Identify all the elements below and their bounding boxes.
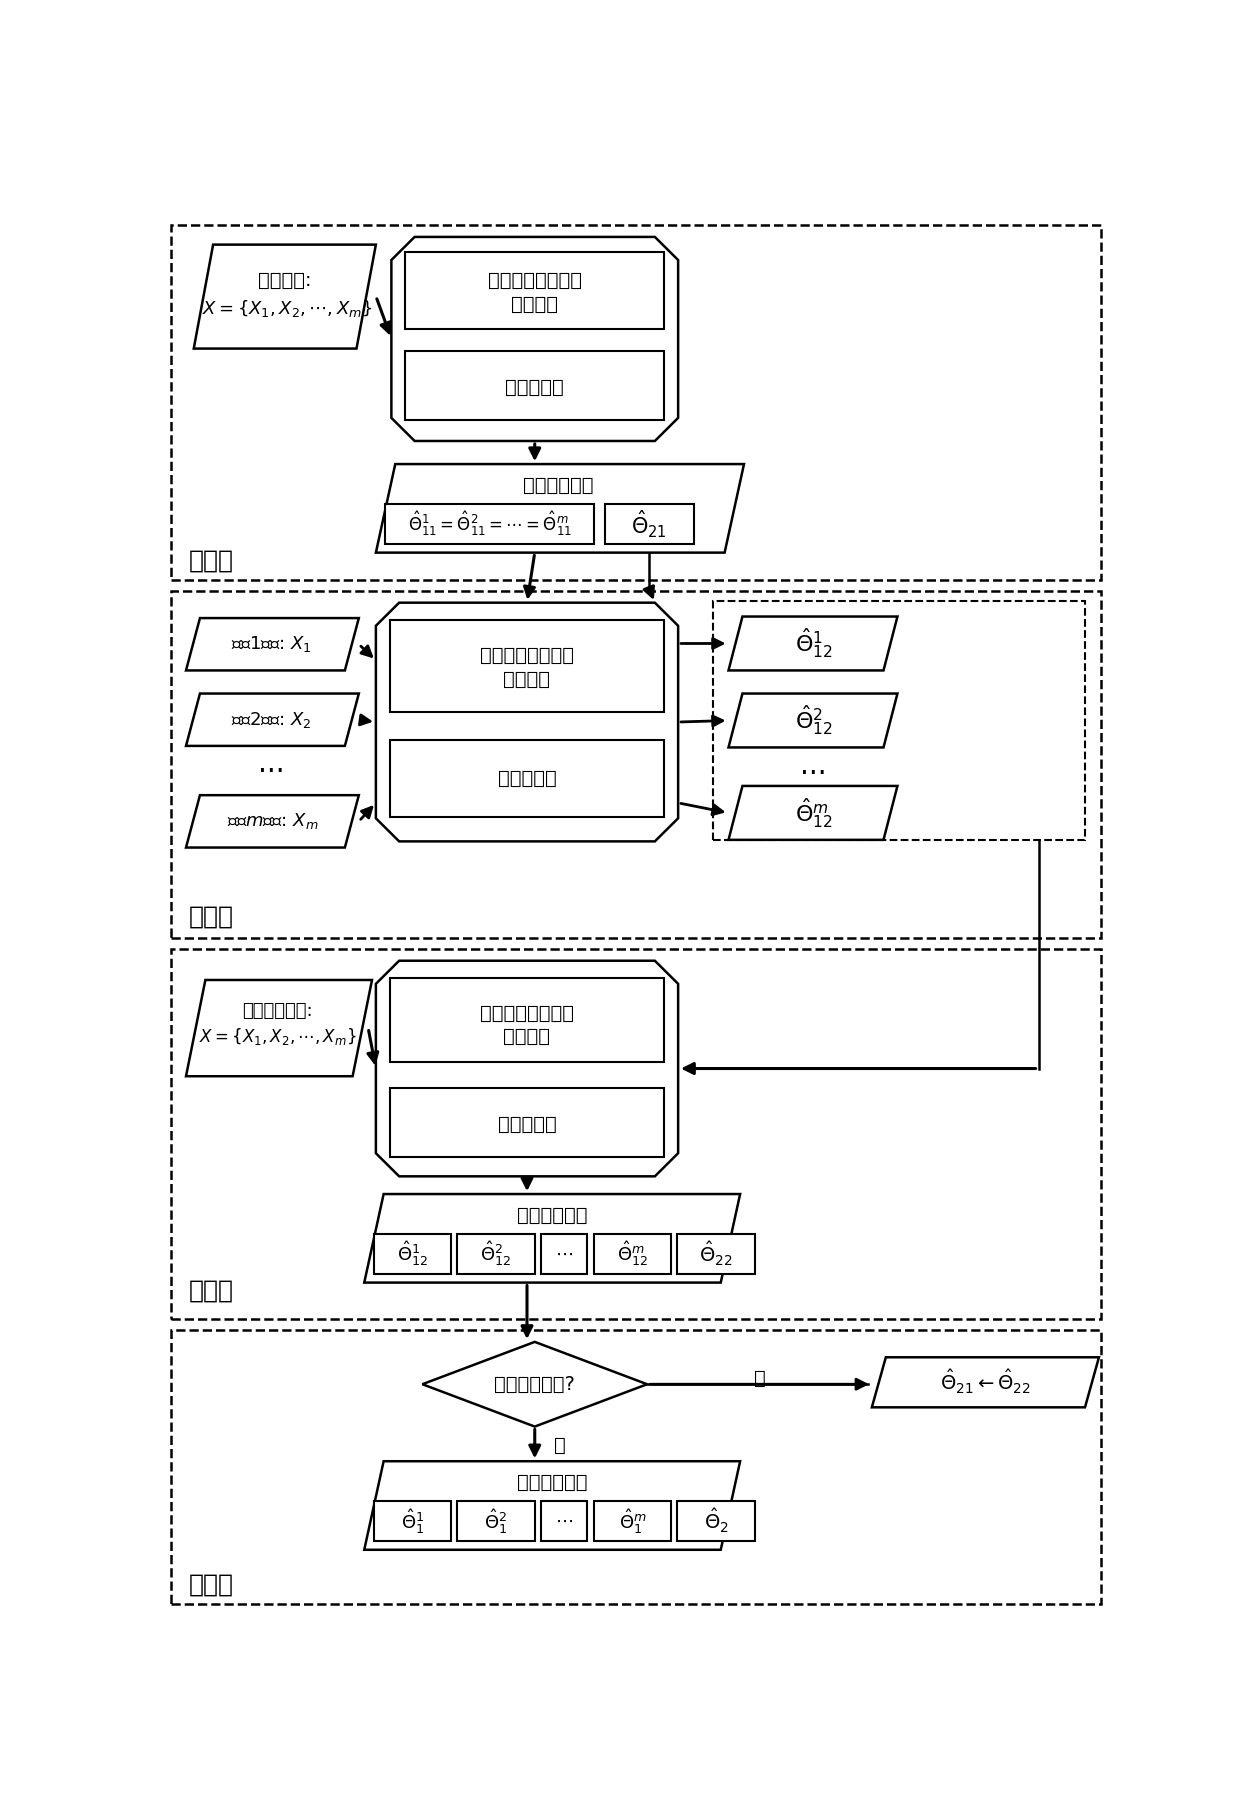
Text: 机电产品输出特性: 机电产品输出特性 xyxy=(480,646,574,664)
Text: 退化模型: 退化模型 xyxy=(503,1027,551,1045)
Polygon shape xyxy=(193,245,376,348)
Text: 试验数据:: 试验数据: xyxy=(258,272,312,290)
Text: 步骤四: 步骤四 xyxy=(188,548,233,573)
Text: 粒子群算法: 粒子群算法 xyxy=(497,1114,557,1134)
Polygon shape xyxy=(186,980,372,1076)
Polygon shape xyxy=(872,1357,1099,1408)
Text: 步骤五: 步骤五 xyxy=(188,905,233,929)
Polygon shape xyxy=(365,1462,740,1549)
Text: 是否满足要求?: 是否满足要求? xyxy=(495,1375,575,1393)
Text: $\hat{\Theta}_{11}^{1}=\hat{\Theta}_{11}^{2}=\cdots=\hat{\Theta}_{11}^{m}$: $\hat{\Theta}_{11}^{1}=\hat{\Theta}_{11}… xyxy=(408,510,572,539)
Text: 全部样本数据:: 全部样本数据: xyxy=(242,1001,312,1019)
Text: $\hat{\Theta}_{12}^{2}$: $\hat{\Theta}_{12}^{2}$ xyxy=(480,1239,512,1268)
Text: $\hat{\Theta}_{12}^{m}$: $\hat{\Theta}_{12}^{m}$ xyxy=(616,1239,649,1268)
Text: $\cdots$: $\cdots$ xyxy=(556,1513,573,1531)
Text: 参数估计结果: 参数估计结果 xyxy=(517,1473,587,1493)
Text: $\hat{\Theta}_{2}$: $\hat{\Theta}_{2}$ xyxy=(704,1507,728,1535)
Text: 样本1数据: $X_1$: 样本1数据: $X_1$ xyxy=(231,635,311,655)
Bar xyxy=(171,591,1101,938)
Text: 退化模型: 退化模型 xyxy=(503,669,551,689)
Bar xyxy=(594,1234,671,1273)
Text: 步骤六: 步骤六 xyxy=(188,1279,233,1302)
Bar xyxy=(677,1234,755,1273)
Bar xyxy=(171,225,1101,580)
Text: 参数估计结果: 参数估计结果 xyxy=(523,475,593,495)
Text: $\cdots$: $\cdots$ xyxy=(556,1244,573,1263)
Polygon shape xyxy=(376,602,678,842)
Text: $\hat{\Theta}_{12}^{m}$: $\hat{\Theta}_{12}^{m}$ xyxy=(795,796,833,829)
Bar xyxy=(389,740,665,816)
Bar xyxy=(541,1502,588,1542)
Text: ···: ··· xyxy=(258,758,284,785)
Polygon shape xyxy=(376,961,678,1175)
Polygon shape xyxy=(186,619,358,671)
Text: 步骤七: 步骤七 xyxy=(188,1573,233,1596)
Bar xyxy=(677,1502,755,1542)
Polygon shape xyxy=(365,1194,740,1282)
Bar xyxy=(405,252,665,330)
Bar xyxy=(541,1234,588,1273)
Text: $X=\{X_1,X_2,\cdots,X_m\}$: $X=\{X_1,X_2,\cdots,X_m\}$ xyxy=(198,1025,356,1047)
Polygon shape xyxy=(376,464,744,553)
Text: 最小二乘法: 最小二乘法 xyxy=(497,769,557,787)
Bar xyxy=(373,1234,451,1273)
Text: $X=\{X_1,X_2,\cdots,X_m\}$: $X=\{X_1,X_2,\cdots,X_m\}$ xyxy=(202,297,372,319)
Bar xyxy=(389,978,665,1063)
Text: ···: ··· xyxy=(801,760,827,789)
Bar xyxy=(405,350,665,421)
Bar xyxy=(605,504,693,544)
Text: $\hat{\Theta}_{1}^{1}$: $\hat{\Theta}_{1}^{1}$ xyxy=(401,1507,424,1536)
Text: 否: 否 xyxy=(754,1368,765,1388)
Text: $\hat{\Theta}_{1}^{2}$: $\hat{\Theta}_{1}^{2}$ xyxy=(485,1507,507,1536)
Polygon shape xyxy=(729,693,898,747)
Polygon shape xyxy=(423,1342,647,1426)
Text: $\hat{\Theta}_{12}^{1}$: $\hat{\Theta}_{12}^{1}$ xyxy=(397,1239,428,1268)
Bar xyxy=(171,949,1101,1319)
Bar xyxy=(171,1330,1101,1604)
Bar xyxy=(458,1234,534,1273)
Bar xyxy=(389,1088,665,1157)
Text: $\hat{\Theta}_{12}^{2}$: $\hat{\Theta}_{12}^{2}$ xyxy=(795,704,833,736)
Polygon shape xyxy=(729,617,898,671)
Text: 样本2数据: $X_2$: 样本2数据: $X_2$ xyxy=(231,709,311,729)
Text: 粒子群算法: 粒子群算法 xyxy=(506,379,564,397)
Text: 机电产品输出特性: 机电产品输出特性 xyxy=(487,272,582,290)
Polygon shape xyxy=(729,785,898,840)
Text: 是: 是 xyxy=(554,1437,565,1455)
Bar xyxy=(373,1502,451,1542)
Text: $\hat{\Theta}_{21}\leftarrow\hat{\Theta}_{22}$: $\hat{\Theta}_{21}\leftarrow\hat{\Theta}… xyxy=(940,1368,1032,1397)
Bar xyxy=(386,504,594,544)
Text: 参数估计结果: 参数估计结果 xyxy=(517,1206,587,1224)
Text: $\hat{\Theta}_{12}^{1}$: $\hat{\Theta}_{12}^{1}$ xyxy=(795,626,833,660)
Bar xyxy=(713,600,1085,840)
Polygon shape xyxy=(186,795,358,847)
Text: 样本$m$数据: $X_m$: 样本$m$数据: $X_m$ xyxy=(227,811,319,831)
Bar xyxy=(458,1502,534,1542)
Bar xyxy=(389,620,665,713)
Polygon shape xyxy=(186,693,358,746)
Bar xyxy=(594,1502,671,1542)
Text: $\hat{\Theta}_{21}$: $\hat{\Theta}_{21}$ xyxy=(631,508,667,541)
Text: 机电产品输出特性: 机电产品输出特性 xyxy=(480,1003,574,1023)
Polygon shape xyxy=(392,238,678,441)
Text: $\hat{\Theta}_{22}$: $\hat{\Theta}_{22}$ xyxy=(699,1241,733,1268)
Text: 退化模型: 退化模型 xyxy=(511,296,558,314)
Text: $\hat{\Theta}_{1}^{m}$: $\hat{\Theta}_{1}^{m}$ xyxy=(619,1507,646,1536)
